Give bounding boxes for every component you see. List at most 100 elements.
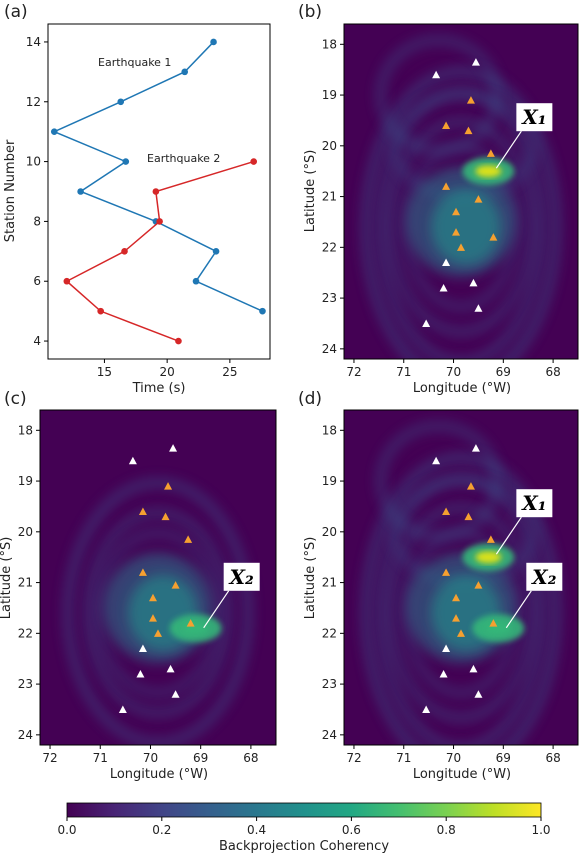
x-tick-label: 72 xyxy=(346,751,361,765)
chart-a-series xyxy=(50,38,266,345)
annotation-pointer xyxy=(505,590,532,629)
y-tick-label: 12 xyxy=(26,95,41,109)
station-marker-outer xyxy=(422,705,431,713)
x-tick-label: 70 xyxy=(446,365,461,379)
coherency-peak xyxy=(182,622,209,635)
station-marker-outer xyxy=(169,444,178,452)
chart-a: 15 20 25 4 6 8 10 12 14 Earthquake 1 Earthquake … xyxy=(3,23,271,396)
x-tick-label: 71 xyxy=(93,751,108,765)
y-tick-label: 14 xyxy=(26,35,41,49)
station-marker-outer xyxy=(471,58,480,66)
x-tick-label: 71 xyxy=(396,751,411,765)
annotation-label: X₁ xyxy=(520,105,546,129)
station-marker-inner xyxy=(489,619,498,627)
coherency-ring-north xyxy=(376,35,502,155)
heatmap-b: Longitude (°W) Latitude (°S) X₁ 72 71 70 69 6… xyxy=(303,23,579,396)
y-tick-label: 22 xyxy=(322,240,337,254)
heatmap-c: Longitude (°W) Latitude (°S) X₂ 72 71 70 69 6… xyxy=(0,409,277,782)
annotation-label: X₁ xyxy=(520,491,546,515)
data-point-earthquake-2 xyxy=(156,218,163,225)
y-tick-label: 22 xyxy=(322,626,337,640)
y-tick-label: 4 xyxy=(33,334,41,348)
station-marker-inner xyxy=(452,207,461,216)
series-label-earthquake-2: Earthquake 2 xyxy=(147,152,220,165)
annotation-box xyxy=(526,562,563,591)
annotation-box xyxy=(516,103,553,132)
station-marker-inner xyxy=(452,593,461,602)
coherency-ring xyxy=(361,453,561,745)
heatmap-frame xyxy=(39,409,277,746)
data-point-earthquake-2 xyxy=(250,158,257,165)
x-tick-label: 70 xyxy=(143,751,158,765)
coherency-ring xyxy=(93,528,223,698)
station-marker-inner xyxy=(442,182,451,190)
chart-a-xlabel: Time (s) xyxy=(132,381,186,396)
coherency-peak xyxy=(475,551,502,564)
coherency-peak xyxy=(475,165,502,178)
coherency-ring xyxy=(376,87,546,359)
x-tick-label: 71 xyxy=(396,365,411,379)
data-point-earthquake-1 xyxy=(117,98,125,106)
y-tick-label: 18 xyxy=(322,37,337,51)
station-marker-inner xyxy=(457,629,465,637)
data-point-earthquake-1 xyxy=(181,68,189,76)
x-tick-label: 69 xyxy=(496,365,511,379)
x-tick-label: 15 xyxy=(97,365,112,379)
coherency-core-inner xyxy=(431,188,501,265)
station-marker-inner xyxy=(464,126,473,135)
station-marker-outer xyxy=(469,278,478,287)
station-marker-inner xyxy=(486,149,495,157)
series-line-earthquake-2 xyxy=(65,160,254,342)
chart-a-frame xyxy=(47,23,271,360)
station-marker-inner xyxy=(161,512,170,521)
station-marker-outer xyxy=(138,644,147,653)
x-tick-label: 68 xyxy=(545,365,560,379)
y-tick-label: 6 xyxy=(33,274,41,288)
station-marker-inner xyxy=(138,568,147,576)
colorbar-gradient xyxy=(66,802,542,818)
colorbar-tick-label: 0.6 xyxy=(342,823,361,837)
y-tick-label: 23 xyxy=(322,291,337,305)
heatmap-d-ylabel: Latitude (°S) xyxy=(303,537,318,620)
station-marker-inner xyxy=(466,96,475,104)
colorbar-tick-label: 0.0 xyxy=(57,823,76,837)
chart-a-ticks: 15 20 25 4 6 8 10 12 14 xyxy=(26,35,238,379)
y-tick-label: 20 xyxy=(18,525,33,539)
station-marker-outer xyxy=(439,283,448,292)
heatmap-d-xlabel: Longitude (°W) xyxy=(413,767,511,782)
station-marker-inner xyxy=(442,507,451,516)
heatmap-field-b xyxy=(344,24,578,359)
y-tick-label: 24 xyxy=(322,342,337,356)
station-marker-inner xyxy=(489,233,498,241)
station-marker-outer xyxy=(432,456,441,465)
annotation-label: X₂ xyxy=(530,565,557,589)
station-marker-inner xyxy=(464,512,473,521)
heatmap-frame xyxy=(343,409,579,746)
station-marker-inner xyxy=(171,581,180,589)
x-tick-label: 68 xyxy=(243,751,258,765)
annotation-pointer xyxy=(203,590,230,629)
coherency-ring xyxy=(361,67,561,359)
colorbar-tick-label: 0.8 xyxy=(437,823,456,837)
y-tick-label: 23 xyxy=(18,677,33,691)
station-marker-inner xyxy=(164,482,173,490)
y-tick-label: 24 xyxy=(322,728,337,742)
x-tick-label: 20 xyxy=(160,365,175,379)
colorbar-tick-label: 1.0 xyxy=(531,823,550,837)
y-tick-label: 19 xyxy=(322,88,337,102)
heatmap-c-xlabel: Longitude (°W) xyxy=(110,767,208,782)
annotation-box xyxy=(516,489,553,518)
coherency-ring xyxy=(63,478,253,745)
station-marker-outer xyxy=(422,319,431,327)
station-marker-outer xyxy=(469,664,478,673)
station-marker-inner xyxy=(186,619,195,627)
station-marker-outer xyxy=(439,669,448,678)
colorbar-tick-label: 0.2 xyxy=(152,823,171,837)
station-marker-inner xyxy=(457,243,465,251)
coherency-ring xyxy=(376,473,546,745)
coherency-ring xyxy=(83,508,233,718)
annotation-box xyxy=(223,562,260,591)
y-tick-label: 21 xyxy=(322,576,337,590)
station-marker-inner xyxy=(474,195,483,203)
data-point-earthquake-1 xyxy=(50,128,58,135)
